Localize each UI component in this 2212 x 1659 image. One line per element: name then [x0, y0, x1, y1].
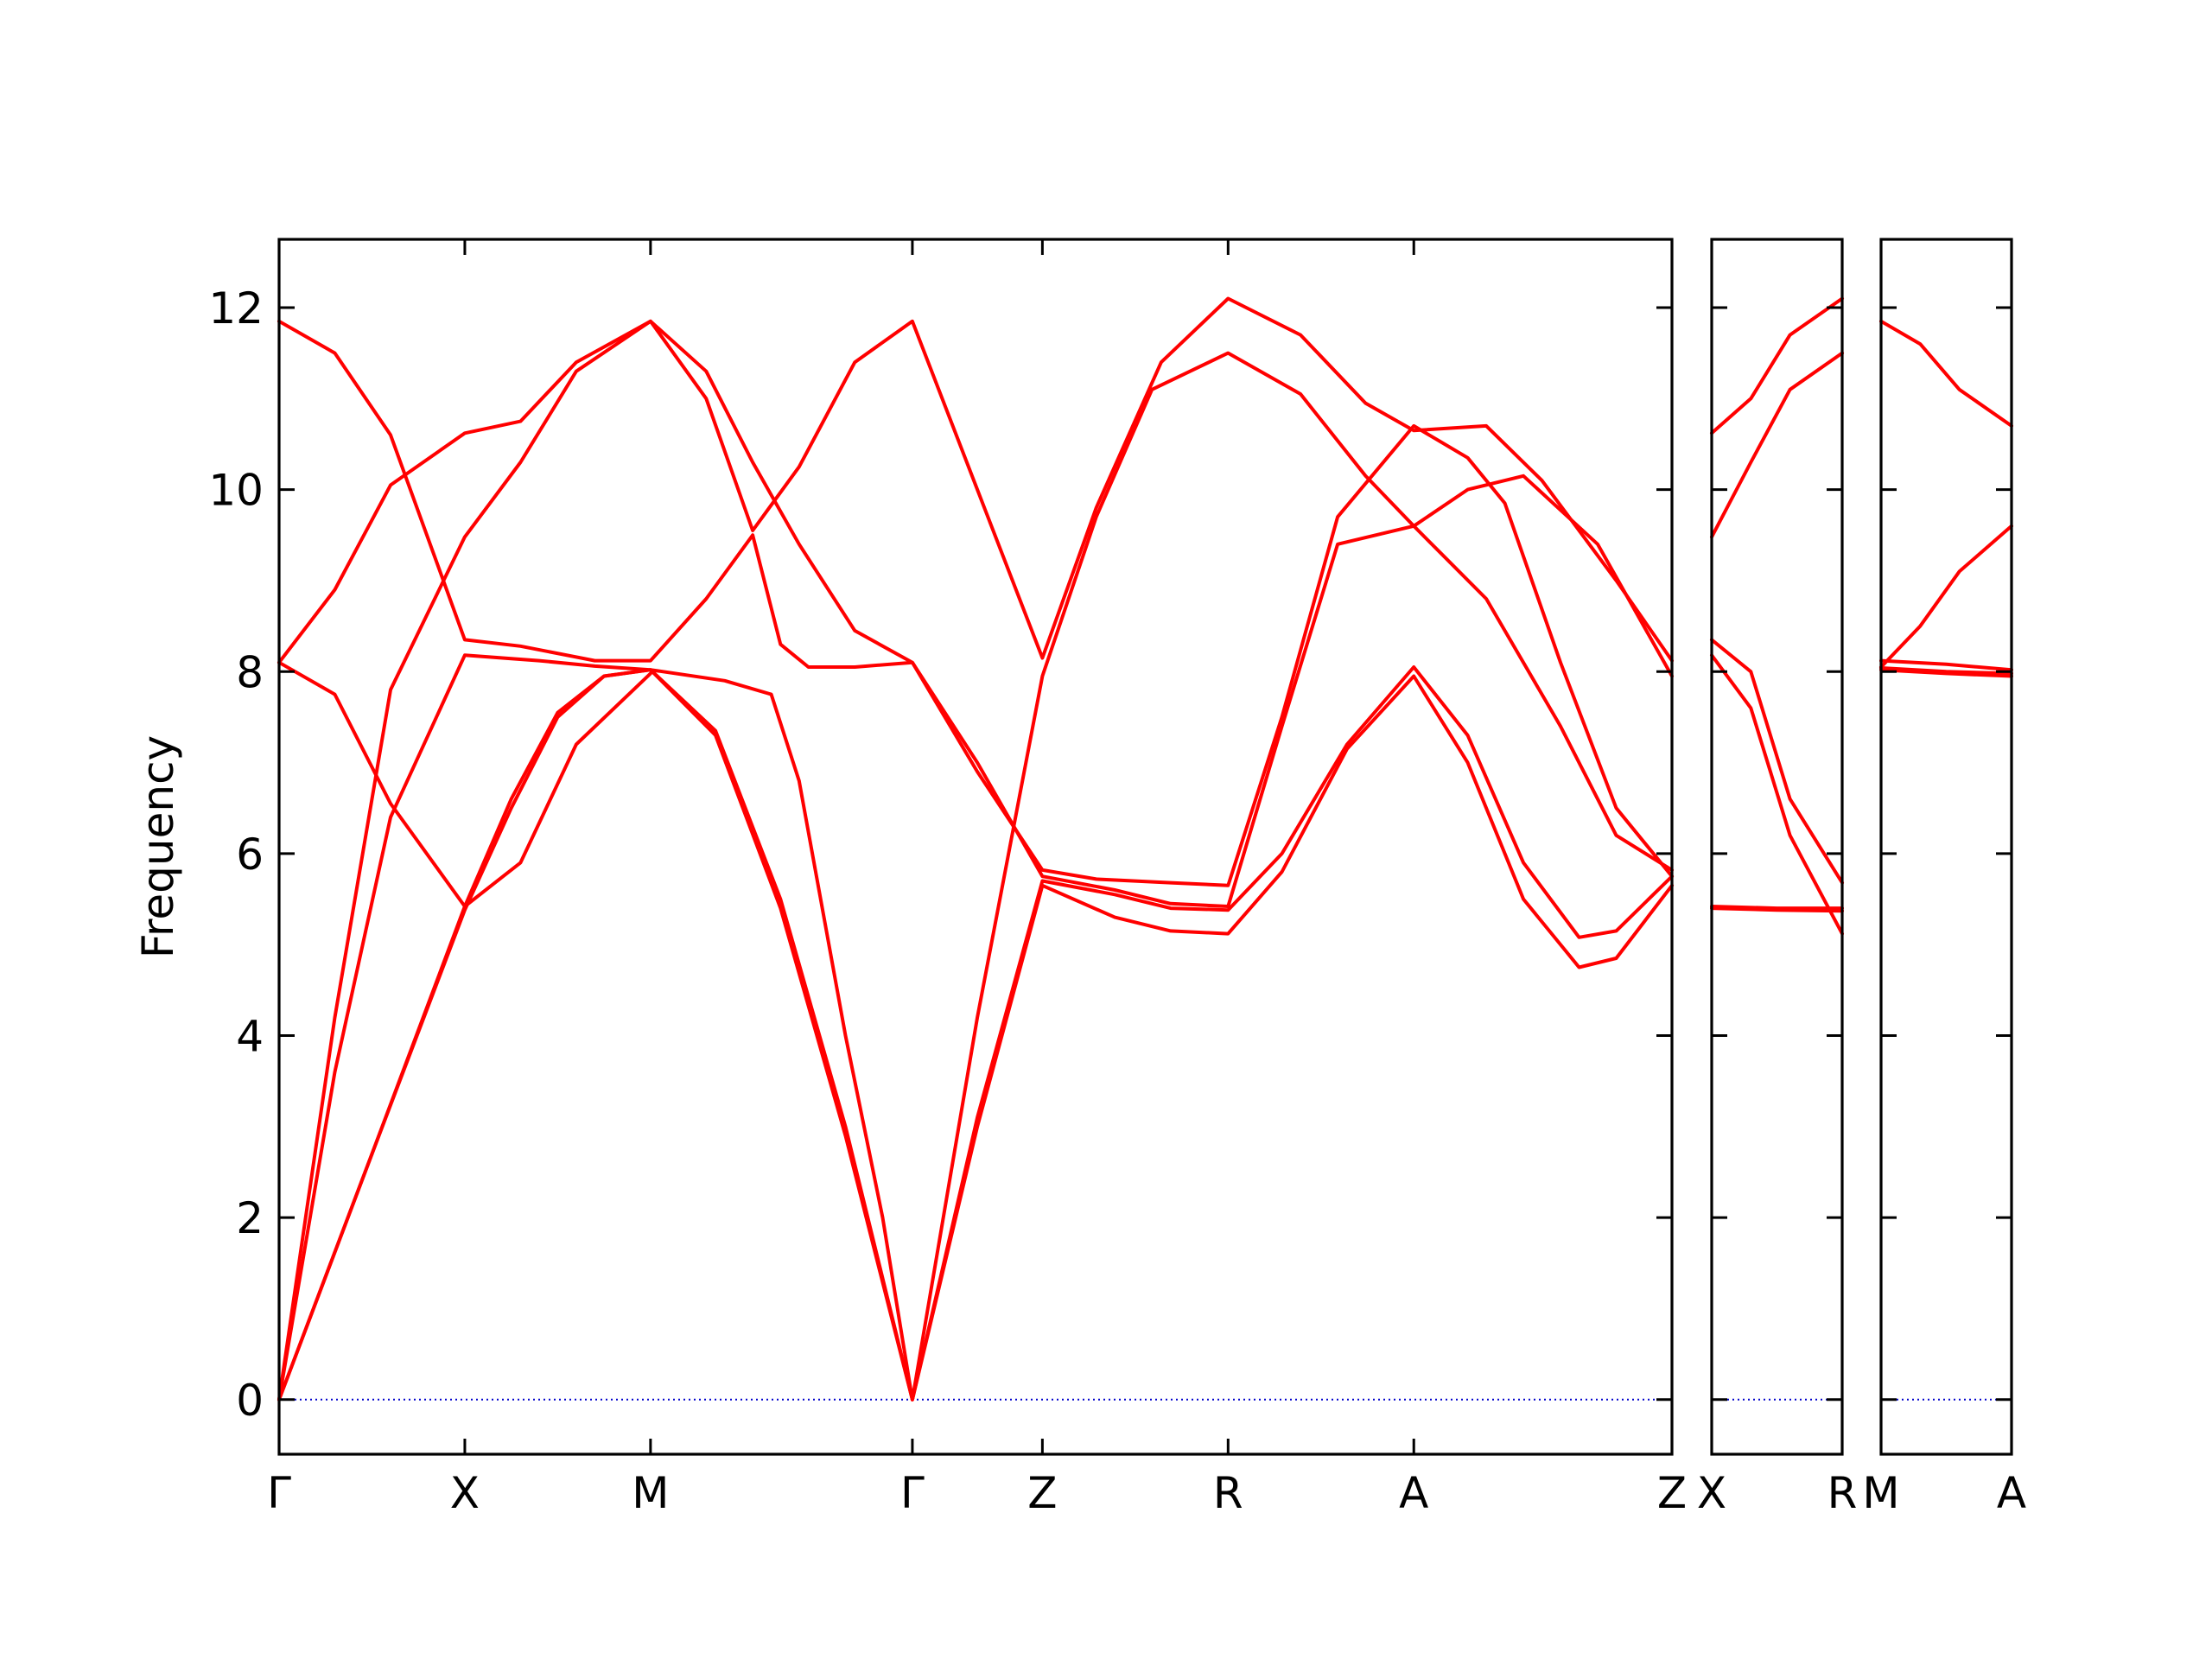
phonon-band-2 — [1710, 905, 1844, 911]
phonon-band-3 — [1710, 653, 1844, 936]
x-tick-label: Z — [1027, 1468, 1057, 1518]
x-tick-label: M — [1862, 1468, 1899, 1518]
phonon-band-3 — [277, 351, 1674, 1402]
phonon-band-4 — [277, 296, 1674, 1402]
x-tick-label: Z — [1657, 1468, 1687, 1518]
phonon-band-1 — [1879, 668, 2013, 678]
phonon-band-1 — [277, 668, 1674, 1402]
phonon-band-2 — [277, 665, 1674, 1402]
y-tick-label: 8 — [236, 647, 264, 697]
x-tick-label: Γ — [267, 1468, 291, 1518]
x-tick-label: M — [632, 1468, 669, 1518]
y-tick-label: 4 — [236, 1012, 264, 1062]
x-tick-label: A — [1399, 1468, 1428, 1518]
x-tick-label: R — [1213, 1468, 1243, 1518]
y-tick-label: 12 — [208, 283, 264, 334]
phonon-band-6 — [277, 319, 1674, 908]
phonon-band-5 — [277, 319, 1674, 887]
x-tick-label: Γ — [900, 1468, 925, 1518]
x-tick-label: X — [1697, 1468, 1726, 1518]
y-axis-label: Frequency — [133, 735, 183, 958]
phonon-band-5 — [1710, 351, 1844, 539]
phonon-band-1 — [1710, 906, 1844, 913]
phonon-band-5 — [1879, 319, 2013, 428]
phonon-band-6 — [1710, 296, 1844, 435]
y-tick-label: 10 — [208, 466, 264, 516]
y-tick-label: 2 — [236, 1193, 264, 1243]
phonon-band-3 — [1879, 658, 2013, 672]
x-tick-label: X — [450, 1468, 480, 1518]
y-tick-label: 6 — [236, 830, 264, 880]
phonon-band-4 — [1710, 638, 1844, 885]
panel-frame — [277, 238, 1674, 1456]
panel-frame — [1879, 238, 2013, 1456]
panel-frame — [1710, 238, 1844, 1456]
phonon-band-2 — [1879, 666, 2013, 676]
panel-1: 0 2 4 6 8 10 12 Γ X M Γ Z R A Z — [208, 238, 1687, 1518]
y-tick-label: 0 — [236, 1376, 264, 1426]
x-tick-label: R — [1827, 1468, 1858, 1518]
phonon-band-4 — [1879, 524, 2013, 669]
phonon-band-7 — [277, 660, 652, 908]
x-tick-label: A — [1997, 1468, 2026, 1518]
